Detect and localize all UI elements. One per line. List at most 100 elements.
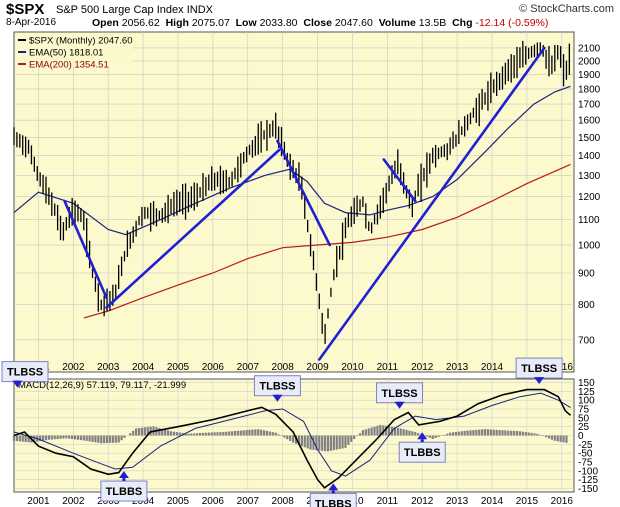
price-axis-tick-label: 1400: [578, 151, 601, 162]
macd-histogram-bar: [94, 435, 97, 443]
macd-year-label: 2014: [481, 496, 504, 507]
macd-year-label: 2006: [202, 496, 225, 507]
macd-histogram-bar: [411, 431, 414, 436]
macd-year-label: 2001: [27, 496, 50, 507]
macd-histogram-bar: [18, 435, 21, 442]
macd-histogram-bar: [210, 432, 213, 436]
macd-histogram-bar: [544, 435, 548, 438]
quote-strip: Open 2056.62 High 2075.07 Low 2033.80 Cl…: [92, 17, 548, 29]
macd-histogram-bar: [443, 434, 446, 436]
macd-histogram-bar: [513, 430, 516, 436]
macd-histogram-bar: [533, 433, 536, 436]
macd-year-label: 2008: [272, 496, 295, 507]
macd-histogram-bar: [338, 435, 341, 450]
trendline: [382, 158, 417, 203]
macd-histogram-bar: [62, 435, 65, 439]
annotation-label: TLBBS: [106, 486, 143, 498]
macd-axis-tick-label: 125: [578, 387, 595, 398]
macd-axis-tick-label: 50: [578, 413, 590, 424]
macd-histogram-bar: [76, 435, 80, 440]
macd-histogram-bar: [164, 429, 167, 436]
price-axis-tick-label: 1200: [578, 192, 601, 203]
trendline: [276, 139, 332, 247]
price-year-label: 2012: [411, 362, 434, 373]
macd-histogram-bar: [158, 427, 161, 436]
macd-histogram-bar: [539, 434, 542, 436]
macd-histogram-bar: [33, 435, 36, 443]
price-year-label: 2006: [202, 362, 225, 373]
macd-year-label: 2013: [446, 496, 469, 507]
exchange-code: INDX: [186, 4, 213, 16]
macd-histogram-bar: [326, 435, 330, 452]
macd-histogram-bar: [312, 435, 315, 450]
macd-histogram-bar: [257, 429, 260, 436]
price-axis-tick-label: 1700: [578, 100, 601, 111]
macd-histogram-bar: [489, 429, 492, 436]
macd-histogram-bar: [289, 435, 292, 441]
macd-histogram-bar: [225, 431, 228, 436]
macd-histogram-bar: [492, 429, 495, 436]
macd-histogram-bar: [292, 435, 295, 443]
macd-year-label: 2015: [516, 496, 539, 507]
macd-histogram-bar: [364, 429, 367, 436]
macd-histogram-bar: [120, 435, 123, 441]
macd-histogram-bar: [68, 435, 71, 439]
macd-histogram-bar: [376, 425, 379, 436]
macd-histogram-bar: [417, 433, 420, 436]
macd-year-label: 2016: [551, 496, 574, 507]
annotation-tlbss: TLBSS: [376, 382, 424, 409]
annotation-tlbss: TLBSS: [253, 375, 301, 402]
trendline: [63, 199, 108, 300]
macd-histogram-bar: [521, 431, 524, 436]
macd-histogram-bar: [236, 430, 239, 436]
macd-histogram-bar: [21, 435, 24, 442]
macd-histogram-bar: [449, 432, 452, 436]
index-name: S&P 500 Large Cap Index INDX: [56, 4, 213, 16]
macd-axis-tick-label: -125: [578, 475, 598, 486]
macd-histogram-bar: [169, 431, 173, 436]
macd-histogram-bar: [358, 433, 362, 436]
macd-histogram-bar: [117, 435, 120, 443]
macd-year-label: 2011: [377, 496, 399, 507]
macd-histogram-bar: [367, 428, 370, 436]
macd-year-label: 2002: [62, 496, 85, 507]
macd-histogram-bar: [228, 431, 231, 436]
macd-histogram-bar: [451, 432, 455, 436]
annotation-tlbbs: TLBBS: [398, 432, 446, 463]
macd-histogram-bar: [341, 435, 344, 449]
macd-histogram-bar: [478, 429, 481, 436]
trendline: [105, 148, 281, 309]
macd-histogram-bar: [44, 435, 48, 441]
annotation-tlbbs: TLBBS: [100, 471, 148, 502]
macd-histogram-bar: [103, 435, 106, 444]
macd-histogram-bar: [515, 431, 519, 436]
annotation-arrow: [417, 432, 428, 440]
macd-histogram-bar: [283, 435, 286, 438]
price-year-label: 2003: [97, 362, 120, 373]
macd-histogram-bar: [565, 435, 568, 443]
macd-histogram-bar: [47, 435, 50, 440]
macd-histogram-bar: [431, 435, 434, 440]
macd-histogram-bar: [530, 432, 533, 436]
macd-histogram-bar: [425, 435, 428, 437]
quote-date: 8-Apr-2016: [6, 17, 57, 28]
macd-line: [13, 388, 572, 489]
macd-histogram-bar: [361, 430, 365, 436]
annotation-arrow: [328, 483, 339, 491]
legend-entry: EMA(50) 1818.01: [29, 48, 103, 59]
macd-histogram-bar: [370, 427, 373, 436]
macd-axis-tick-label: 25: [578, 422, 590, 433]
macd-histogram-bar: [309, 435, 312, 450]
macd-histogram-bar: [469, 430, 472, 436]
macd-histogram-bar: [446, 433, 449, 436]
macd-histogram-bar: [88, 435, 91, 442]
macd-histogram-bar: [222, 431, 225, 436]
price-year-label: 2010: [341, 362, 364, 373]
macd-histogram-bar: [510, 430, 513, 436]
macd-histogram-bar: [353, 435, 356, 440]
open-value: 2056.62: [121, 17, 160, 29]
macd-histogram-bar: [495, 429, 498, 436]
price-year-label: 2014: [481, 362, 504, 373]
macd-histogram-bar: [24, 435, 27, 442]
